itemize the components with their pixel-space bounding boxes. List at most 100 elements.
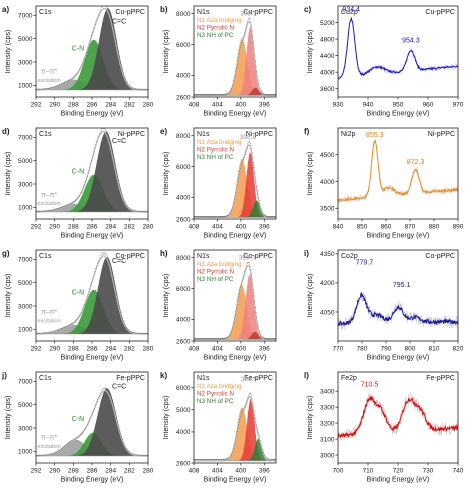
component- [36,203,148,212]
x-tick-label: 290 [49,102,60,109]
component- [36,79,148,90]
peak-position-label: 934.4 [342,6,360,13]
x-tick-label: 860 [381,224,392,231]
x-tick-label: 940 [363,102,374,109]
x-axis-label: Binding Energy (eV) [61,477,124,484]
axes-frame [337,371,459,464]
envelope-fit [36,255,148,335]
x-tick-label: 890 [453,224,464,231]
envelope-fit [36,390,148,457]
y-tick-label: 7000 [18,135,33,142]
x-tick-label: 740 [453,468,464,475]
peak-annotation: excitation [37,318,60,324]
x-axis-label: Binding Energy (eV) [367,477,430,484]
y-axis-label: Intensity (cps) [307,274,314,318]
y-axis-label: Intensity (cps) [163,30,170,74]
core-level-label: Co2p [341,253,358,260]
component-n1 [194,407,276,461]
x-axis-label: Binding Energy (eV) [61,233,124,240]
x-tick-label: 710 [363,468,374,475]
x-axis-label: Binding Energy (eV) [204,233,267,240]
peak-annotation: excitation [37,444,60,450]
y-tick-label: 3000 [18,425,33,432]
y-tick-label: 4050 [320,309,335,316]
x-tick-label: 408 [189,346,200,353]
x-tick-label: 288 [68,346,79,353]
y-tick-label: 7000 [18,257,33,264]
peak-annotation: π–π* [41,69,58,76]
component-cc [36,8,148,90]
panel-k [191,371,277,466]
y-tick-label: 4800 [320,36,335,43]
peak-annotation: C=C [112,383,126,390]
legend-entry: N1 Aza bridging [197,383,242,390]
axes-frame [193,371,277,464]
sample-label: Fe-pPPC [426,375,455,382]
x-tick-label: 282 [124,102,135,109]
plot-area [338,16,458,82]
panel-h [191,249,277,344]
legend-entry: N3 NH of PC [197,154,234,161]
legend-entry: N3 NH of PC [197,32,234,39]
plot-area [194,392,276,462]
x-tick-label: 292 [31,102,42,109]
peak-position-label: 795.1 [393,282,411,289]
panel-b [191,5,277,100]
y-tick-label: 6000 [176,385,191,392]
panel-letter: e) [160,127,167,136]
y-tick-label: 3400 [320,388,335,395]
x-tick-label: 284 [105,224,116,231]
panel-a [33,5,149,100]
panel-letter: f) [304,127,310,136]
component-cn [36,39,148,90]
sample-label: Fe-pPPC [116,375,145,382]
x-tick-label: 284 [105,346,116,353]
x-tick-label: 408 [189,468,200,475]
y-tick-label: 4350 [320,251,335,258]
x-tick-label: 284 [105,468,116,475]
envelope-max-label: 399.0 [239,254,256,261]
panel-f [335,127,459,222]
envelope-max-label: 398.8 [240,134,257,141]
x-tick-label: 288 [68,468,79,475]
y-tick-label: 7000 [18,13,33,20]
y-tick-label: 3500 [320,206,335,213]
sample-label: Fe-pPPC [244,375,273,382]
x-tick-label: 408 [189,102,200,109]
y-tick-label: 3000 [320,452,335,459]
x-tick-label: 408 [189,224,200,231]
x-tick-label: 290 [49,346,60,353]
core-level-label: Fe2p [341,375,357,382]
x-tick-label: 280 [143,468,154,475]
sample-label: Cu-pPPC [425,9,455,16]
core-level-label: C1s [39,131,52,138]
x-axis-label: Binding Energy (eV) [204,111,267,118]
y-tick-label: 2600 [176,338,191,345]
x-tick-label: 950 [393,102,404,109]
y-axis-label: Intensity (cps) [5,30,12,74]
y-tick-label: 4000 [320,179,335,186]
legend-entry: N3 NH of PC [197,276,234,283]
sample-label: Ni-pPPC [428,131,455,138]
x-axis-label: Binding Energy (eV) [204,355,267,362]
x-tick-label: 930 [333,102,344,109]
component-n1 [194,284,276,340]
x-tick-label: 396 [259,468,270,475]
x-tick-label: 284 [105,102,116,109]
peak-position-label: 779.7 [356,260,374,267]
y-tick-label: 1000 [18,205,33,212]
y-tick-label: 8000 [176,11,191,18]
sample-label: Co-pPPC [243,253,273,260]
envelope-fit [36,7,148,91]
x-tick-label: 288 [68,224,79,231]
panel-letter: d) [2,127,10,136]
component- [36,324,148,334]
sample-label: Ni-pPPC [118,131,145,138]
x-tick-label: 400 [235,346,246,353]
x-tick-label: 700 [333,468,344,475]
panel-letter: g) [2,249,10,258]
y-tick-label: 3200 [320,420,335,427]
panel-letter: a) [2,5,9,14]
peak-position-label: 954.3 [402,37,420,44]
